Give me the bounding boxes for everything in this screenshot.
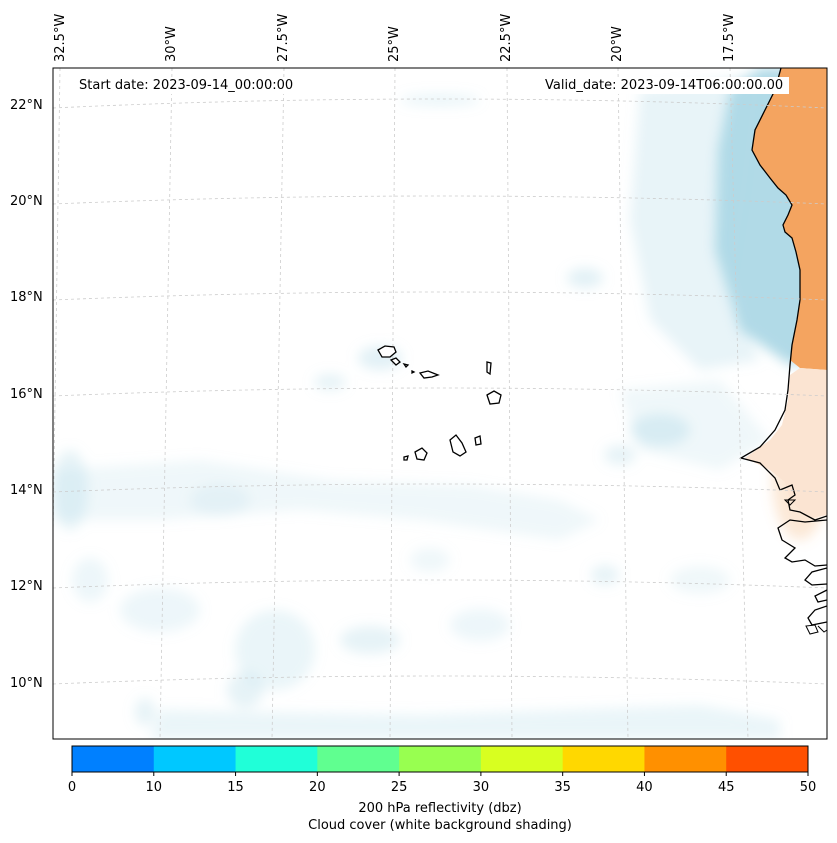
colorbar-tick-label: 30 [472, 780, 490, 795]
boa-vista-island [486, 390, 502, 405]
colorbar-segment [72, 746, 155, 772]
maio-island [474, 435, 482, 446]
lat-label-20n: 20°N [10, 194, 43, 209]
lat-label-22n: 22°N [10, 98, 43, 113]
brava-island [403, 455, 409, 461]
colorbar-segment [562, 746, 645, 772]
colorbar-tick-label: 10 [145, 780, 163, 795]
map-frame [52, 67, 828, 740]
sao-vicente-island [389, 357, 401, 366]
colorbar-tick-label: 25 [390, 780, 408, 795]
colorbar-segment [726, 746, 809, 772]
colorbar-segment [644, 746, 727, 772]
colorbar-title: 200 hPa reflectivity (dbz) [358, 801, 522, 816]
sal-island [486, 361, 492, 376]
colorbar-segment [317, 746, 400, 772]
colorbar-tick-label: 20 [309, 780, 326, 795]
lat-label-18n: 18°N [10, 290, 43, 305]
colorbar-tick-label: 15 [227, 780, 244, 795]
fogo-island [414, 447, 428, 461]
lat-label-12n: 12°N [10, 579, 43, 594]
lat-label-10n: 10°N [10, 676, 43, 691]
santiago-island [449, 434, 467, 457]
santo-antao-island [377, 345, 397, 358]
valid-date-label: Valid_date: 2023-09-14T06:00:00.00 [539, 77, 790, 94]
colorbar-segment [235, 746, 318, 772]
cape-verde-islands [377, 345, 502, 461]
colorbar-segment [480, 746, 564, 772]
colorbar-tick-label: 50 [799, 780, 817, 795]
sao-nicolau-island [418, 370, 440, 379]
colorbar-tick-label: 45 [717, 780, 735, 795]
lat-label-16n: 16°N [10, 387, 43, 402]
graticule [53, 68, 827, 739]
start-date-label: Start date: 2023-09-14_00:00:00 [73, 77, 300, 94]
colorbar-segment [399, 746, 482, 772]
colorbar-tick-label: 35 [554, 780, 571, 795]
colorbar-tick-label: 0 [67, 780, 77, 795]
colorbar-frame [71, 745, 809, 773]
africa-coastline [739, 68, 827, 635]
lat-label-14n: 14°N [10, 483, 43, 498]
colorbar-tick-label: 40 [636, 780, 653, 795]
colorbar-subtitle: Cloud cover (white background shading) [308, 818, 572, 833]
colorbar-segment [153, 746, 237, 772]
